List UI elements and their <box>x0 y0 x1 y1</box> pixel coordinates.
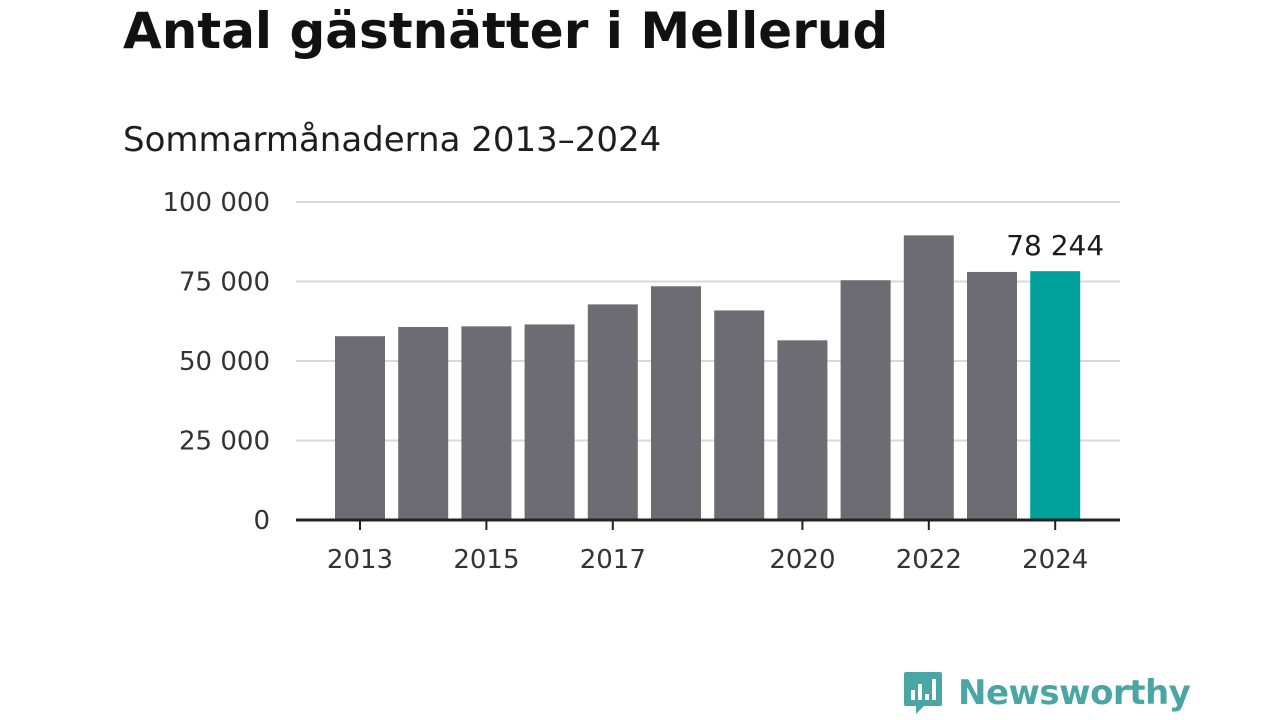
brand-name: Newsworthy <box>958 673 1191 713</box>
x-tick-label: 2024 <box>1022 545 1088 575</box>
chart-title: Antal gästnätter i Mellerud <box>123 2 889 60</box>
chart-subtitle: Sommarmånaderna 2013–2024 <box>123 120 662 160</box>
y-tick-label: 50 000 <box>179 347 270 377</box>
y-tick-label: 0 <box>253 506 270 536</box>
newsworthy-icon <box>904 672 942 714</box>
bar-2013 <box>335 336 385 520</box>
x-tick-label: 2013 <box>327 545 393 575</box>
x-tick-label: 2020 <box>769 545 835 575</box>
x-tick-label: 2022 <box>896 545 962 575</box>
y-tick-label: 75 000 <box>179 268 270 298</box>
bar-2019 <box>714 310 765 520</box>
bar-2020 <box>777 340 828 520</box>
bar-2024 <box>1030 271 1081 520</box>
y-tick-label: 100 000 <box>162 188 270 218</box>
data-label-2024: 78 244 <box>1006 229 1104 262</box>
newsworthy-logo: Newsworthy <box>902 670 1191 716</box>
bar-2021 <box>840 280 891 520</box>
y-tick-label: 25 000 <box>179 427 270 457</box>
x-tick-label: 2015 <box>453 545 519 575</box>
bar-2015 <box>461 326 512 520</box>
x-tick-label: 2017 <box>580 545 646 575</box>
bar-2018 <box>651 286 701 520</box>
bar-2014 <box>398 326 449 520</box>
bar-2023 <box>967 271 1017 520</box>
bar-2017 <box>587 304 638 520</box>
bar-2016 <box>524 324 575 520</box>
bar-2022 <box>903 235 954 520</box>
